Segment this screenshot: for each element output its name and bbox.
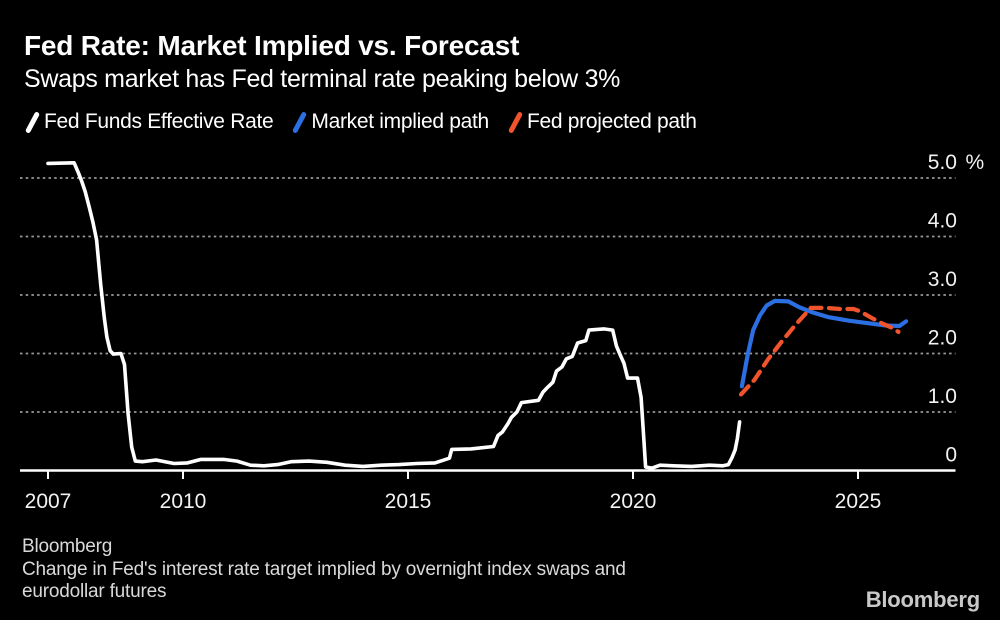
source-label: Bloomberg	[22, 536, 113, 557]
chart-legend: Fed Funds Effective Rate Market implied …	[24, 110, 697, 134]
x-tick-label-2025: 2025	[835, 490, 882, 513]
y-tick-label-1.0: 1.0	[928, 385, 957, 408]
y-tick-label-0: 0	[945, 444, 957, 467]
bloomberg-logo: Bloomberg	[865, 587, 981, 612]
x-tick-label-2020: 2020	[610, 490, 657, 513]
legend-item-fed-funds-effective-rate: Fed Funds Effective Rate	[24, 110, 274, 134]
chart-subtitle: Swaps market has Fed terminal rate peaki…	[24, 65, 621, 93]
x-tick-label-2010: 2010	[160, 490, 207, 513]
legend-item-fed-projected-path: Fed projected path	[507, 110, 697, 134]
legend-item-market-implied-path: Market implied path	[291, 110, 489, 134]
legend-label-fed-funds-effective-rate: Fed Funds Effective Rate	[44, 110, 274, 133]
footnote-line-1: Change in Fed's interest rate target imp…	[22, 559, 626, 580]
x-tick-label-2015: 2015	[385, 490, 432, 513]
y-tick-label-3.0: 3.0	[928, 268, 957, 291]
y-tick-label-4.0: 4.0	[928, 210, 957, 233]
legend-label-fed-projected-path: Fed projected path	[526, 110, 697, 133]
chart-title: Fed Rate: Market Implied vs. Forecast	[24, 30, 520, 61]
y-axis-unit-label: %	[966, 151, 985, 174]
legend-label-market-implied-path: Market implied path	[311, 110, 489, 133]
y-tick-label-2.0: 2.0	[928, 327, 957, 350]
series-line-fed-projected-path	[738, 305, 901, 397]
series-line-fed-funds-effective-rate	[46, 161, 742, 471]
x-tick-label-2007: 2007	[25, 490, 72, 513]
y-tick-label-5.0: 5.0	[928, 151, 957, 174]
series-line-market-implied-path	[739, 298, 909, 389]
footnote-line-2: eurodollar futures	[22, 581, 167, 602]
